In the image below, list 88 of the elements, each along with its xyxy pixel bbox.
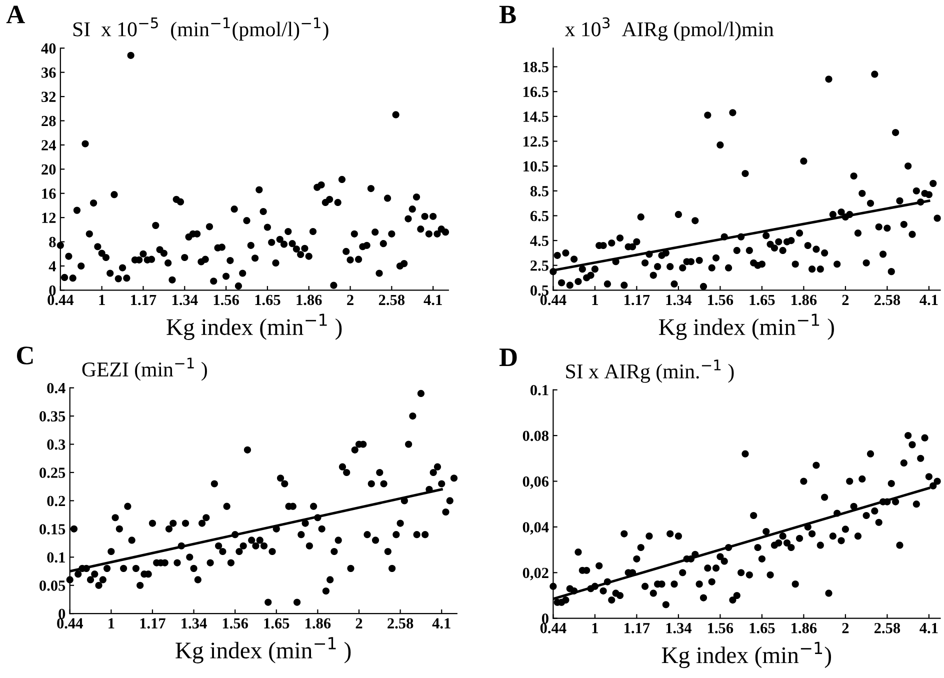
x-tick-label: 4.1 bbox=[432, 618, 450, 629]
text: C bbox=[16, 346, 33, 364]
y-tick-label: 0.3 bbox=[47, 439, 66, 450]
x-tick-label: 1.65 bbox=[264, 618, 290, 629]
y-tick-label: 2.5 bbox=[530, 260, 548, 271]
x-tick-label: 1.65 bbox=[750, 622, 775, 634]
y-tick-label: 28 bbox=[42, 116, 56, 126]
x-tick-label: 1.34 bbox=[172, 294, 198, 306]
y-tick-label: 0,04 bbox=[522, 522, 549, 535]
x-tick-label: 0.44 bbox=[540, 622, 566, 634]
x-tick-label: 2 bbox=[356, 618, 362, 628]
x-tick-label: 2.58 bbox=[874, 622, 900, 634]
x-tick-label: 1.17 bbox=[140, 618, 166, 629]
text: B bbox=[499, 6, 516, 24]
x-tick-label: 1.86 bbox=[306, 618, 331, 629]
y-tick-label: 0.2 bbox=[47, 496, 66, 506]
y-tick-label: 0 bbox=[542, 613, 548, 624]
text: D bbox=[499, 348, 517, 366]
x-tick-label: 1.34 bbox=[666, 294, 692, 306]
y-tick-label: 0.1 bbox=[530, 384, 548, 396]
y-tick-label: 16 bbox=[42, 188, 56, 199]
x-tick-label: 4.1 bbox=[424, 294, 442, 306]
x-tick-label: 1 bbox=[592, 294, 598, 305]
x-tick-label: 1.86 bbox=[296, 294, 322, 306]
y-tick-label: 12.5 bbox=[524, 136, 548, 147]
y-tick-label: 4 bbox=[48, 261, 56, 272]
x-tick-label: 2 bbox=[842, 294, 849, 305]
y-tick-label: 14.5 bbox=[524, 112, 548, 122]
x-tick-label: 1.86 bbox=[792, 622, 817, 634]
y-tick-label: 0.35 bbox=[40, 411, 66, 422]
y-tick-label: 0.4 bbox=[47, 382, 66, 394]
y-tick-label: 0.25 bbox=[40, 468, 66, 478]
x-tick-label: 1.65 bbox=[750, 294, 775, 306]
y-tick-label: 0 bbox=[58, 608, 66, 620]
y-tick-label: 12 bbox=[42, 212, 56, 223]
x-tick-label: 1.34 bbox=[666, 622, 692, 634]
x-tick-label: 1.17 bbox=[624, 623, 650, 634]
x-tick-label: 2.58 bbox=[874, 294, 900, 306]
x-tick-label: 1.65 bbox=[255, 294, 280, 306]
x-axis-title: Kg index (min$^{−1}$ ) bbox=[658, 314, 834, 340]
y-axis-title: SI x AIRg (min.$^{−1}$ ) bbox=[566, 360, 734, 383]
x-axis-title: Kg index (min$^{−1}$ ) bbox=[166, 314, 342, 340]
x-tick-label: 1.56 bbox=[708, 294, 734, 306]
x-tick-label: 2.58 bbox=[378, 294, 405, 306]
x-tick-label: 0.44 bbox=[48, 294, 74, 306]
y-axis-title: GEZI (min$^{−1}$ ) bbox=[82, 358, 207, 381]
y-tick-label: 6.5 bbox=[530, 210, 548, 222]
y-tick-label: 4.5 bbox=[530, 236, 548, 246]
y-tick-label: 0.5 bbox=[530, 285, 548, 296]
x-tick-label: 1.56 bbox=[222, 618, 248, 629]
y-tick-label: 0.05 bbox=[40, 580, 66, 591]
x-tick-label: 1.17 bbox=[624, 294, 650, 306]
y-tick-label: 0 bbox=[49, 285, 56, 296]
y-tick-label: 36 bbox=[42, 68, 56, 78]
x-tick-label: 2 bbox=[842, 622, 849, 634]
y-tick-label: 16.5 bbox=[524, 86, 548, 98]
y-tick-label: 0,02 bbox=[522, 568, 548, 580]
y-tick-label: 0.1 bbox=[47, 552, 65, 563]
y-axis-title: x 10$^{3}$ AIRg (pmol/l)min bbox=[564, 17, 774, 41]
x-tick-label: 1 bbox=[108, 618, 114, 628]
x-tick-label: 2 bbox=[347, 294, 354, 305]
y-tick-label: 0.15 bbox=[40, 524, 66, 534]
x-tick-label: 1 bbox=[592, 623, 598, 634]
x-tick-label: 0.44 bbox=[540, 294, 566, 306]
y-axis-title: SI x 10$^{−5}$ (min$^{−1}$(pmol/l)$^{−1}$) bbox=[73, 18, 328, 41]
y-tick-label: 18.5 bbox=[524, 62, 548, 72]
x-tick-label: 1 bbox=[99, 294, 105, 305]
x-tick-label: 4.1 bbox=[920, 294, 938, 306]
x-axis-title: Kg index (min$^{−1}$) bbox=[662, 642, 832, 668]
y-tick-label: 40 bbox=[41, 43, 56, 54]
y-tick-label: 20 bbox=[42, 164, 56, 175]
x-tick-label: 1.34 bbox=[182, 618, 207, 629]
y-tick-label: 8.5 bbox=[530, 186, 548, 196]
y-tick-label: 8 bbox=[49, 236, 56, 248]
x-tick-label: 1.56 bbox=[214, 294, 239, 306]
x-tick-label: 1.17 bbox=[131, 294, 156, 306]
x-tick-label: 1.86 bbox=[792, 294, 817, 306]
y-tick-label: 32 bbox=[42, 92, 56, 102]
y-tick-label: 0,06 bbox=[522, 476, 549, 489]
y-tick-label: 10.5 bbox=[524, 161, 548, 172]
y-tick-label: 0.08 bbox=[522, 430, 549, 442]
x-tick-label: 1.56 bbox=[708, 622, 734, 634]
x-axis-title: Kg index (min$^{−1}$ ) bbox=[176, 637, 351, 664]
x-tick-label: 2.58 bbox=[388, 618, 414, 629]
y-tick-label: 24 bbox=[42, 140, 56, 150]
text: A bbox=[6, 6, 25, 24]
x-tick-label: 4.1 bbox=[920, 623, 938, 634]
x-tick-label: 0.44 bbox=[57, 618, 83, 629]
